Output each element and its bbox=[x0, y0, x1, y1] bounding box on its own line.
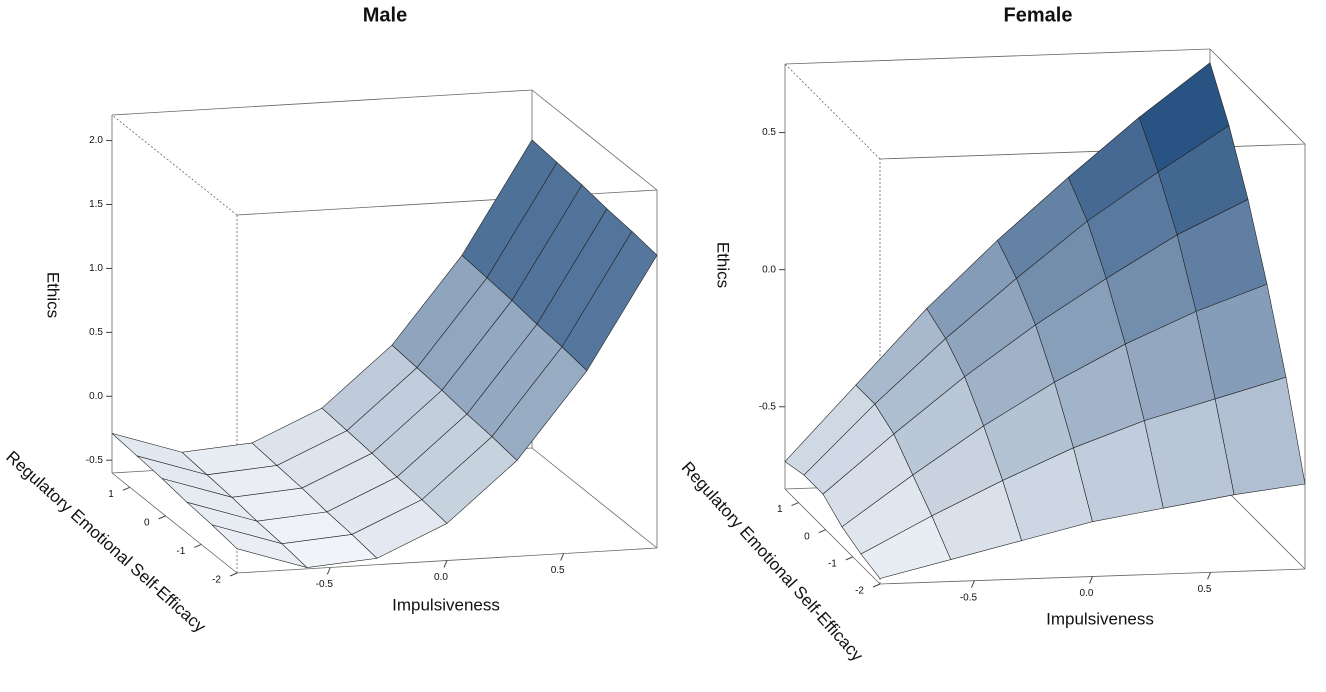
y-tick-label: 0 bbox=[804, 531, 810, 542]
x-tick bbox=[443, 560, 448, 568]
y-tick bbox=[791, 502, 799, 507]
chart-title: Female bbox=[1004, 4, 1073, 26]
box-edge bbox=[111, 472, 238, 574]
z-tick-label: 0.5 bbox=[89, 327, 103, 338]
z-tick-label: 0.0 bbox=[762, 264, 776, 275]
y-tick-label: 0 bbox=[144, 517, 150, 528]
z-tick-label: 1.5 bbox=[89, 199, 103, 210]
x-tick bbox=[1207, 572, 1212, 580]
y-tick bbox=[122, 486, 131, 491]
chart-title: Male bbox=[363, 4, 407, 26]
y-tick bbox=[845, 556, 854, 561]
z-tick-label: -0.5 bbox=[86, 455, 104, 466]
box-edge bbox=[784, 488, 881, 585]
y-tick-label: 1 bbox=[108, 489, 114, 500]
y-tick bbox=[229, 572, 238, 577]
y-tick-label: -2 bbox=[855, 586, 864, 597]
x-axis-label: Impulsiveness bbox=[392, 595, 500, 614]
box-edge bbox=[531, 89, 658, 191]
z-axis-label: Ethics bbox=[44, 272, 63, 318]
x-tick bbox=[326, 567, 331, 575]
x-tick bbox=[1089, 576, 1093, 584]
box-edge bbox=[1209, 48, 1306, 145]
z-tick-label: 0.0 bbox=[89, 391, 103, 402]
surface-patch bbox=[1214, 376, 1306, 496]
y-tick-label: -1 bbox=[176, 546, 185, 557]
x-tick bbox=[970, 580, 975, 588]
x-tick bbox=[560, 553, 565, 561]
y-tick bbox=[872, 583, 881, 588]
x-tick-label: 0.0 bbox=[434, 572, 448, 583]
z-tick-label: 0.5 bbox=[762, 127, 776, 138]
box-edge bbox=[784, 63, 881, 160]
y-tick-label: 1 bbox=[777, 504, 783, 515]
box-edge bbox=[111, 114, 238, 216]
x-tick-label: 0.5 bbox=[1198, 584, 1212, 595]
y-tick bbox=[818, 529, 826, 534]
z-tick-label: 1.0 bbox=[89, 263, 103, 274]
surface-patch bbox=[561, 230, 658, 372]
box-edge bbox=[784, 48, 1211, 65]
z-tick-label: -0.5 bbox=[759, 401, 777, 412]
x-tick-label: 0.0 bbox=[1080, 588, 1094, 599]
x-axis-label: Impulsiveness bbox=[1046, 609, 1154, 628]
box-edge bbox=[531, 447, 658, 549]
y-tick-label: -2 bbox=[212, 575, 221, 586]
z-tick-label: 2.0 bbox=[89, 135, 103, 146]
y-tick-label: -1 bbox=[828, 558, 837, 569]
x-tick-label: -0.5 bbox=[960, 592, 978, 603]
y-tick bbox=[158, 515, 166, 520]
z-axis-label: Ethics bbox=[714, 242, 733, 288]
box-edge bbox=[111, 89, 533, 116]
x-tick-label: 0.5 bbox=[551, 565, 565, 576]
y-tick bbox=[194, 543, 202, 548]
x-tick-label: -0.5 bbox=[316, 579, 334, 590]
